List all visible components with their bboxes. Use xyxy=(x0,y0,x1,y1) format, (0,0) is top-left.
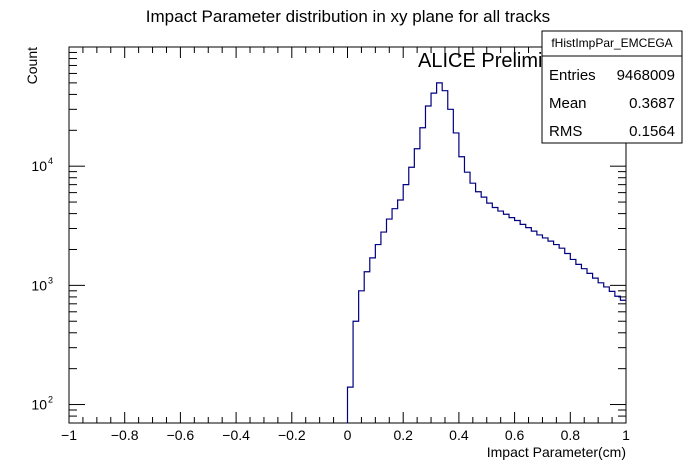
y-tick-label: 10 xyxy=(31,397,47,413)
y-tick-exponent: 2 xyxy=(48,395,53,405)
alice-preliminary-annotation: ALICE Preliminary xyxy=(418,50,581,72)
histogram-step-line xyxy=(346,82,626,423)
stats-entries-label: Entries xyxy=(549,67,596,84)
y-tick-exponent: 4 xyxy=(48,156,53,166)
stats-rms-label: RMS xyxy=(549,123,582,140)
stats-box-frame xyxy=(541,30,683,144)
x-tick-label: −1 xyxy=(61,427,77,443)
stats-box: fHistImpPar_EMCEGA Entries 9468009 Mean … xyxy=(541,30,683,144)
stats-mean-label: Mean xyxy=(549,95,587,112)
y-tick-label: 10 xyxy=(31,277,47,293)
x-tick-label: 0.8 xyxy=(561,427,581,443)
x-axis-label: Impact Parameter(cm) xyxy=(487,444,626,460)
x-tick-label: 0 xyxy=(344,427,352,443)
x-tick-label: 0.6 xyxy=(505,427,525,443)
stats-entries-value: 9468009 xyxy=(617,67,675,84)
x-tick-label: 1 xyxy=(622,427,630,443)
x-tick-label: 0.4 xyxy=(449,427,469,443)
x-axis: −1 −0.8 −0.6 −0.4 −0.2 0 0.2 0.4 0.6 0.8 1 xyxy=(61,47,630,443)
x-tick-label: 0.2 xyxy=(393,427,413,443)
stats-mean-value: 0.3687 xyxy=(629,95,675,112)
y-axis-label: Count xyxy=(24,47,40,84)
x-tick-label: −0.6 xyxy=(167,427,195,443)
chart-title: Impact Parameter distribution in xy plan… xyxy=(146,7,550,26)
stats-box-name: fHistImpPar_EMCEGA xyxy=(551,36,672,50)
y-tick-label: 10 xyxy=(31,158,47,174)
x-tick-label: −0.8 xyxy=(111,427,139,443)
plot-series xyxy=(346,82,626,423)
stats-rms-value: 0.1564 xyxy=(629,123,675,140)
y-tick-exponent: 3 xyxy=(48,275,53,285)
x-tick-label: −0.4 xyxy=(222,427,250,443)
x-tick-label: −0.2 xyxy=(278,427,306,443)
